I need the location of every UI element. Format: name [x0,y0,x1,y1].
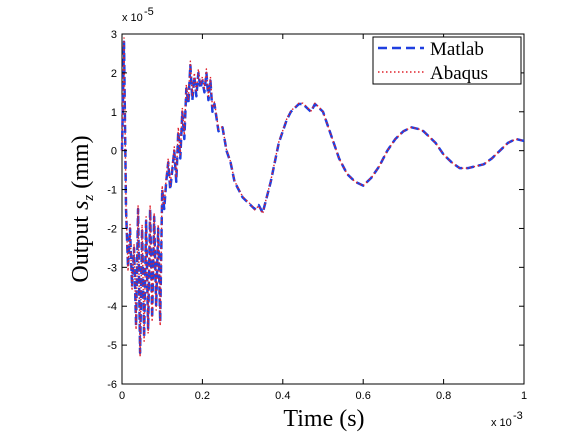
legend-label-matlab: Matlab [430,39,484,60]
x-axis-label: Time (s) [283,406,364,432]
y-tick-label: 1 [111,107,117,119]
x-exponent-label: x 10 -3 [491,410,523,429]
x-tick-label: 0.4 [275,390,290,402]
y-exponent-base: x 10 [122,12,143,24]
legend-label-abaqus: Abaqus [430,63,488,84]
y-tick-label: -4 [107,301,117,313]
y-tick-label: -2 [107,223,117,235]
legend-box [372,36,522,85]
x-tick-label: 1 [521,390,527,402]
legend: Matlab Abaqus [372,36,522,85]
y-exponent-label: x 10 -5 [122,6,154,24]
y-ticks: -6 -5 -4 -3 -2 -1 0 1 2 3 [107,29,524,391]
y-axis-label-sub: z [81,195,97,202]
y-tick-label: -6 [107,379,117,391]
svg-text:Output sz (mm): Output sz (mm) [68,135,97,282]
x-tick-label: 0.8 [436,390,451,402]
plot-area [121,33,525,385]
y-tick-label: 0 [111,146,117,158]
x-exponent-base: x 10 [491,417,512,429]
x-tick-label: 0.6 [356,390,371,402]
y-tick-label: 2 [111,68,117,80]
y-tick-label: -5 [107,340,117,352]
x-ticks: 0 0.2 0.4 0.6 0.8 1 [119,34,527,402]
series-group [120,37,525,358]
y-tick-label: -1 [107,185,117,197]
y-axis-label-unit: (mm) [68,135,94,194]
x-tick-label: 0 [119,390,125,402]
series-line-abaqus [121,37,525,358]
y-tick-label: -3 [107,262,117,274]
x-exponent-power: -3 [513,410,523,422]
y-axis-label: Output sz (mm) [68,135,97,282]
y-tick-label: 3 [111,29,117,41]
y-axis-label-main: Output [68,210,94,283]
y-exponent-power: -5 [144,6,154,18]
x-tick-label: 0.2 [195,390,210,402]
y-axis-label-var: s [68,201,94,210]
